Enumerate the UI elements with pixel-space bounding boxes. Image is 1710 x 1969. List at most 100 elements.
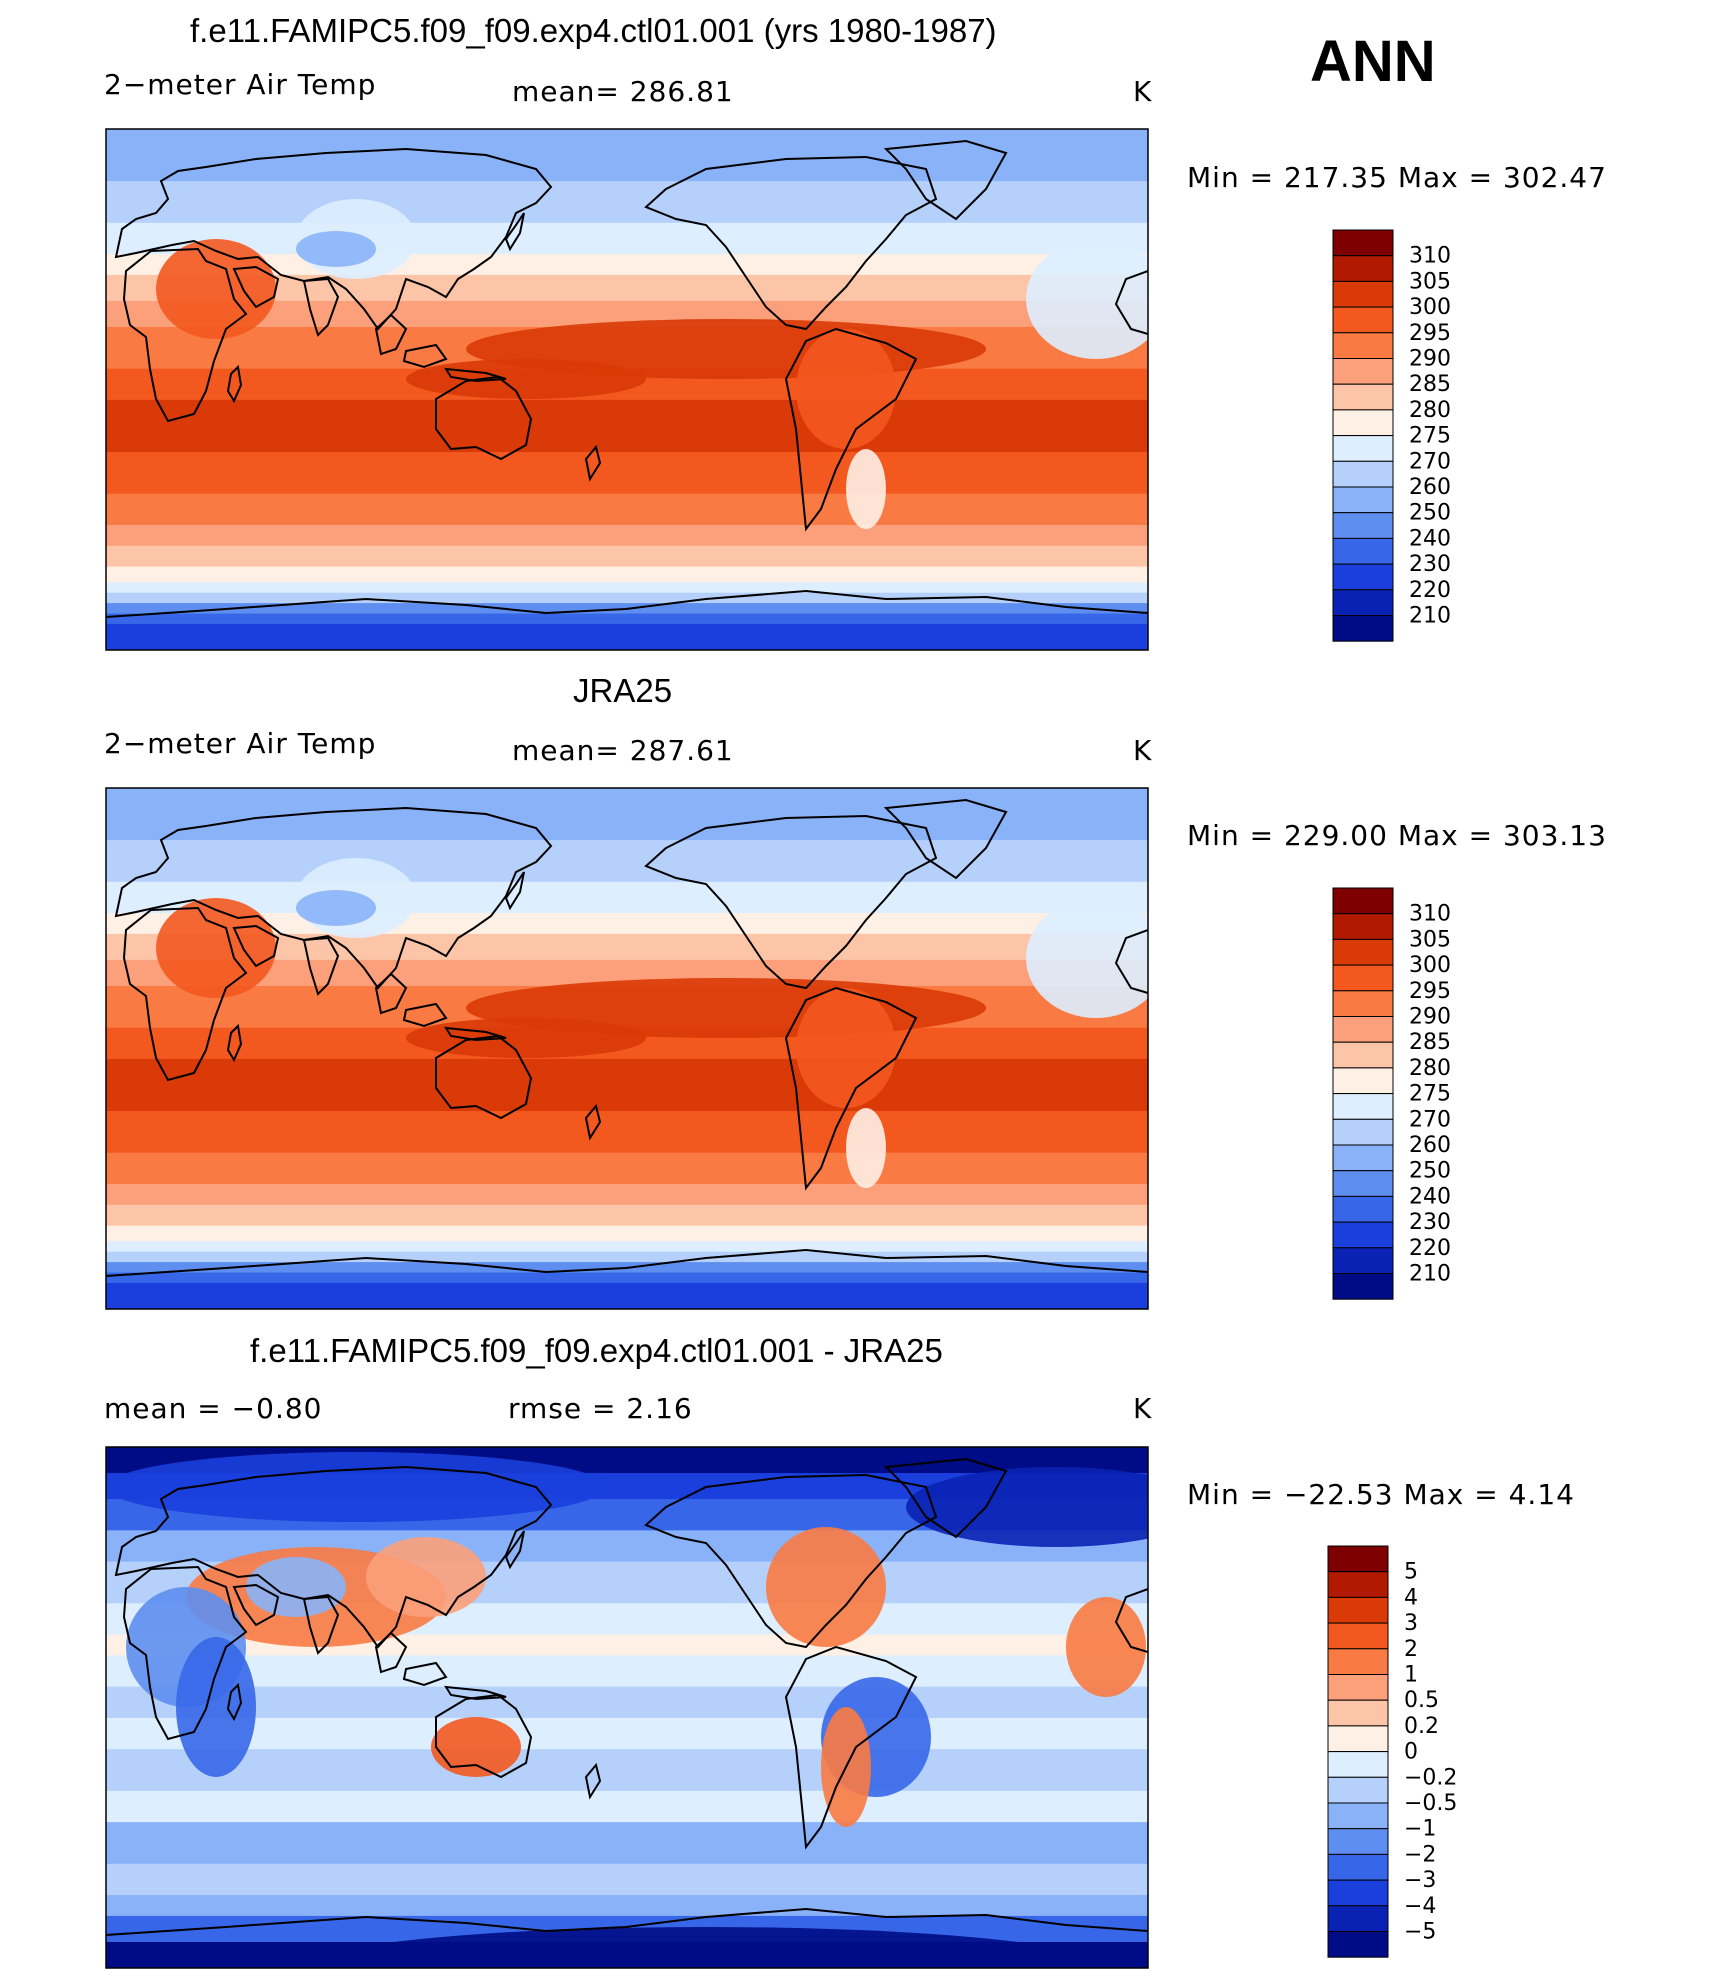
contour-band — [106, 493, 1148, 526]
contour-region — [156, 898, 276, 998]
contour-region — [1026, 898, 1148, 1018]
colorbar-tick-label: −5 — [1404, 1920, 1436, 1945]
colorbar-cell — [1332, 1016, 1394, 1043]
colorbar-cell — [1327, 1622, 1389, 1650]
colorbar-cell — [1327, 1802, 1389, 1830]
contour-band — [106, 1749, 1148, 1792]
contour-band — [106, 1152, 1148, 1185]
contour-band — [106, 181, 1148, 224]
contour-band — [106, 1225, 1148, 1243]
contour-region — [766, 1527, 886, 1647]
contour-band — [106, 613, 1148, 625]
contour-band — [106, 274, 1148, 302]
contour-region — [906, 1467, 1148, 1547]
contour-region — [156, 239, 276, 339]
colorbar-tick-label: 220 — [1409, 1236, 1451, 1261]
colorbar-tick-label: 270 — [1409, 449, 1451, 474]
contour-band — [106, 788, 1148, 842]
colorbar-1: 3103053002952902852802752702602502402302… — [1332, 229, 1451, 642]
colorbar-tick-label: −4 — [1404, 1894, 1436, 1919]
contour-band — [106, 1686, 1148, 1719]
colorbar-cell — [1327, 1828, 1389, 1855]
colorbar-tick-label: −0.5 — [1404, 1791, 1457, 1816]
contour-band — [106, 623, 1148, 650]
colorbar-tick-label: 250 — [1409, 501, 1451, 526]
contour-region — [306, 1927, 1106, 1968]
colorbar-tick-label: 295 — [1409, 321, 1451, 346]
panel1-mean-label: mean= 286.81 — [512, 75, 734, 108]
panel1-variable-label: 2−meter Air Temp — [104, 68, 377, 101]
colorbar-cell — [1332, 332, 1394, 359]
contour-band — [106, 1251, 1148, 1264]
colorbar-tick-label: 240 — [1409, 526, 1451, 551]
colorbar-cell — [1332, 1170, 1394, 1197]
colorbar-cell — [1332, 964, 1394, 992]
colorbar-tick-label: 275 — [1409, 424, 1451, 449]
colorbar-tick-label: 285 — [1409, 372, 1451, 397]
contour-band — [106, 1058, 1148, 1113]
colorbar-cell — [1332, 1195, 1394, 1223]
map-frame-3 — [105, 1446, 1149, 1969]
colorbar-tick-label: 4 — [1404, 1585, 1418, 1610]
map-frame-1 — [105, 128, 1149, 651]
panel1-title: f.e11.FAMIPC5.f09_f09.exp4.ctl01.001 (yr… — [190, 12, 997, 49]
contour-band — [106, 222, 1148, 256]
colorbar-tick-label: 300 — [1409, 953, 1451, 978]
contour-band — [106, 1111, 1148, 1154]
colorbar-tick-label: 210 — [1409, 604, 1451, 629]
colorbar-cell — [1332, 1221, 1394, 1249]
colorbar-cell — [1332, 435, 1394, 462]
contour-band — [106, 592, 1148, 605]
colorbar-tick-label: 230 — [1409, 552, 1451, 577]
panel1-units: K — [1133, 75, 1153, 108]
colorbar-cell — [1332, 1144, 1394, 1172]
colorbar-cell — [1332, 486, 1394, 514]
panel2-minmax: Min = 229.00 Max = 303.13 — [1187, 819, 1607, 852]
colorbar-cell — [1332, 512, 1394, 539]
contour-region — [1066, 1597, 1146, 1697]
colorbar-cell — [1327, 1931, 1389, 1958]
colorbar-cell — [1327, 1596, 1389, 1624]
contour-region — [246, 1557, 346, 1617]
contour-band — [106, 1183, 1148, 1206]
colorbar-cell — [1327, 1879, 1389, 1907]
contour-band — [106, 1282, 1148, 1309]
contour-band — [106, 1895, 1148, 1917]
colorbar-cell — [1332, 1118, 1394, 1146]
panel3-units: K — [1133, 1392, 1153, 1425]
contour-band — [106, 1204, 1148, 1227]
panel3-rmse-label: rmse = 2.16 — [508, 1392, 693, 1425]
colorbar-cell — [1327, 1853, 1389, 1881]
colorbar-cell — [1327, 1776, 1389, 1804]
map-panel-1 — [106, 129, 1148, 650]
colorbar-tick-label: 275 — [1409, 1082, 1451, 1107]
colorbar-tick-label: 305 — [1409, 927, 1451, 952]
contour-band — [106, 1717, 1148, 1751]
contour-band — [106, 1655, 1148, 1688]
colorbar-tick-label: −0.2 — [1404, 1765, 1457, 1790]
contour-band — [106, 1241, 1148, 1253]
colorbar-tick-label: 210 — [1409, 1262, 1451, 1287]
contour-region — [296, 890, 376, 926]
contour-region — [846, 449, 886, 529]
colorbar-tick-label: 1 — [1404, 1663, 1418, 1688]
panel2-title: JRA25 — [573, 672, 673, 709]
colorbar-tick-label: 295 — [1409, 979, 1451, 1004]
contour-band — [106, 1822, 1148, 1865]
contour-band — [106, 452, 1148, 495]
colorbar-tick-label: 230 — [1409, 1210, 1451, 1235]
contour-region — [1026, 239, 1148, 359]
map-panel-2 — [106, 788, 1148, 1309]
contour-band — [106, 881, 1148, 915]
panel2-variable-label: 2−meter Air Temp — [104, 727, 377, 760]
colorbar-tick-label: 280 — [1409, 1056, 1451, 1081]
colorbar-cell — [1327, 1571, 1389, 1598]
map-panel-3 — [106, 1447, 1148, 1968]
contour-band — [106, 1790, 1148, 1824]
colorbar-cell — [1332, 887, 1394, 915]
colorbar-tick-label: 305 — [1409, 269, 1451, 294]
colorbar-cell — [1332, 563, 1394, 591]
map-frame-2 — [105, 787, 1149, 1310]
